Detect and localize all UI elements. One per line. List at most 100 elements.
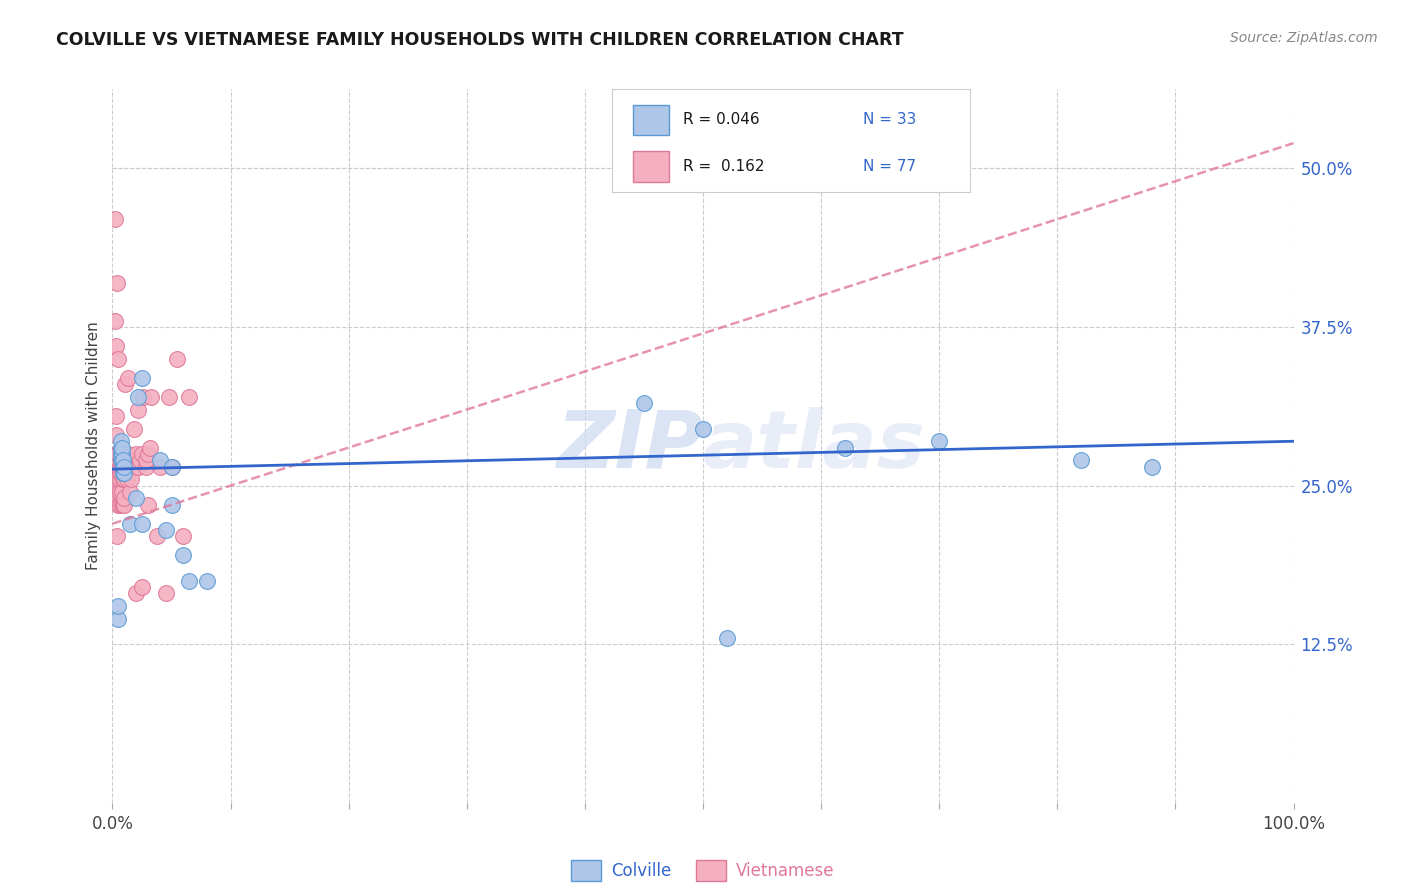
Point xyxy=(122,421,145,435)
Point xyxy=(125,453,148,467)
Point xyxy=(115,453,138,467)
Point xyxy=(149,453,172,467)
Point xyxy=(120,453,142,467)
Text: N = 33: N = 33 xyxy=(862,112,915,128)
Legend: Colville, Vietnamese: Colville, Vietnamese xyxy=(564,854,842,888)
Text: R = 0.046: R = 0.046 xyxy=(683,112,759,128)
Point xyxy=(110,453,132,467)
Point xyxy=(1140,459,1163,474)
Point xyxy=(127,459,149,474)
Point xyxy=(105,276,128,290)
Point xyxy=(834,441,856,455)
Point xyxy=(155,586,177,600)
Text: N = 77: N = 77 xyxy=(862,159,915,174)
Point xyxy=(127,459,149,474)
Point xyxy=(111,447,134,461)
Point xyxy=(107,599,129,614)
Point xyxy=(155,523,177,537)
Point xyxy=(136,447,159,461)
Point xyxy=(716,631,738,645)
Point xyxy=(108,459,131,474)
Point xyxy=(118,453,141,467)
Bar xyxy=(633,104,669,136)
Point xyxy=(108,498,131,512)
Point xyxy=(135,453,157,467)
Point xyxy=(111,453,134,467)
Point xyxy=(195,574,218,588)
Point xyxy=(104,212,127,227)
Point xyxy=(108,466,131,480)
Point xyxy=(117,371,139,385)
Point xyxy=(146,529,169,543)
Point xyxy=(112,453,135,467)
Point xyxy=(105,339,128,353)
Text: COLVILLE VS VIETNAMESE FAMILY HOUSEHOLDS WITH CHILDREN CORRELATION CHART: COLVILLE VS VIETNAMESE FAMILY HOUSEHOLDS… xyxy=(56,31,904,49)
Point xyxy=(112,472,135,486)
Point xyxy=(112,498,135,512)
Point xyxy=(108,485,131,500)
Point xyxy=(157,390,180,404)
Point xyxy=(105,409,128,423)
Point xyxy=(110,447,132,461)
Point xyxy=(110,434,132,449)
Point xyxy=(131,580,153,594)
Point xyxy=(115,472,138,486)
Point xyxy=(112,466,135,480)
Point xyxy=(112,466,135,480)
Point xyxy=(107,351,129,366)
Bar xyxy=(633,151,669,181)
Point xyxy=(128,453,150,467)
Point xyxy=(112,498,135,512)
Point xyxy=(141,390,163,404)
Point xyxy=(111,441,134,455)
Point xyxy=(149,459,172,474)
Point xyxy=(131,516,153,531)
Text: Source: ZipAtlas.com: Source: ZipAtlas.com xyxy=(1230,31,1378,45)
Text: atlas: atlas xyxy=(703,407,925,485)
Point xyxy=(110,441,132,455)
Point xyxy=(107,453,129,467)
Point xyxy=(160,459,183,474)
Point xyxy=(107,485,129,500)
Point xyxy=(107,472,129,486)
Point xyxy=(110,453,132,467)
Point xyxy=(105,447,128,461)
Point xyxy=(120,459,142,474)
Point xyxy=(104,314,127,328)
Point xyxy=(105,478,128,492)
Point xyxy=(112,472,135,486)
Point xyxy=(107,498,129,512)
Point xyxy=(127,390,149,404)
Point xyxy=(166,351,188,366)
Point xyxy=(120,516,142,531)
Point xyxy=(110,447,132,461)
Y-axis label: Family Households with Children: Family Households with Children xyxy=(86,322,101,570)
Point xyxy=(115,459,138,474)
Point xyxy=(179,390,201,404)
Point xyxy=(114,377,136,392)
Point xyxy=(110,453,132,467)
Point xyxy=(125,586,148,600)
Point xyxy=(125,491,148,506)
Point xyxy=(111,453,134,467)
Point xyxy=(110,466,132,480)
Point xyxy=(160,498,183,512)
Point xyxy=(112,459,135,474)
Point xyxy=(105,459,128,474)
Point xyxy=(928,434,950,449)
Point xyxy=(179,574,201,588)
Point xyxy=(112,459,135,474)
Point xyxy=(112,491,135,506)
Text: ZIP: ZIP xyxy=(555,407,703,485)
Point xyxy=(105,447,128,461)
Point xyxy=(120,472,142,486)
Point xyxy=(117,447,139,461)
Point xyxy=(633,396,655,410)
Point xyxy=(139,441,162,455)
Point xyxy=(120,485,142,500)
Point xyxy=(135,459,157,474)
Point xyxy=(112,459,135,474)
Point xyxy=(111,485,134,500)
Point xyxy=(132,390,155,404)
Point xyxy=(131,371,153,385)
